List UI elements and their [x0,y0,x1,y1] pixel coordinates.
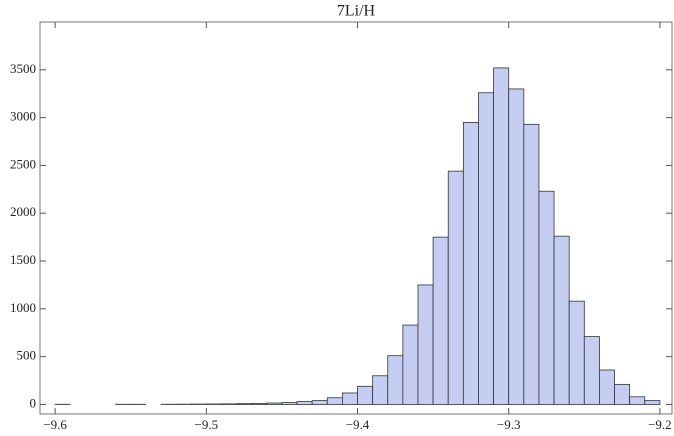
bar [447,170,464,405]
bar [644,400,661,405]
y-tick-label: 2500 [10,156,36,171]
x-tick-label: −9.5 [195,417,219,432]
x-tick-label: −9.6 [43,417,67,432]
bar [281,402,298,405]
bar [614,383,631,405]
y-tick-label: 500 [17,348,37,363]
bar [266,402,283,405]
y-tick-label: 2000 [10,204,36,219]
chart-title: 7Li/H [337,3,376,20]
bar [221,403,237,405]
bar [296,401,313,405]
bar [372,375,389,405]
bar [538,190,555,405]
bar [629,396,646,405]
bar [599,369,615,405]
bar [432,236,449,405]
plot-frame [39,21,673,415]
bar [357,385,374,405]
x-tick-label: −9.4 [346,417,370,432]
bar [478,92,494,405]
x-tick-label: −9.2 [648,417,672,432]
bar [568,300,585,405]
bar [326,397,343,405]
y-tick-label: 0 [30,395,37,410]
y-tick-label: 1000 [10,300,36,315]
x-tick-label: −9.3 [497,417,521,432]
bar [311,400,328,405]
bar [251,403,268,405]
bar [341,392,358,405]
bar [387,355,404,405]
bar [417,284,434,405]
bar [523,123,540,405]
bar [553,235,570,405]
y-tick-label: 1500 [10,252,36,267]
y-tick-label: 3500 [10,61,36,76]
bar [508,88,525,405]
y-tick-label: 3000 [10,109,36,124]
bar [402,324,419,405]
bar [236,403,253,405]
bar [462,121,479,405]
bar [583,336,600,405]
bar [493,67,510,405]
